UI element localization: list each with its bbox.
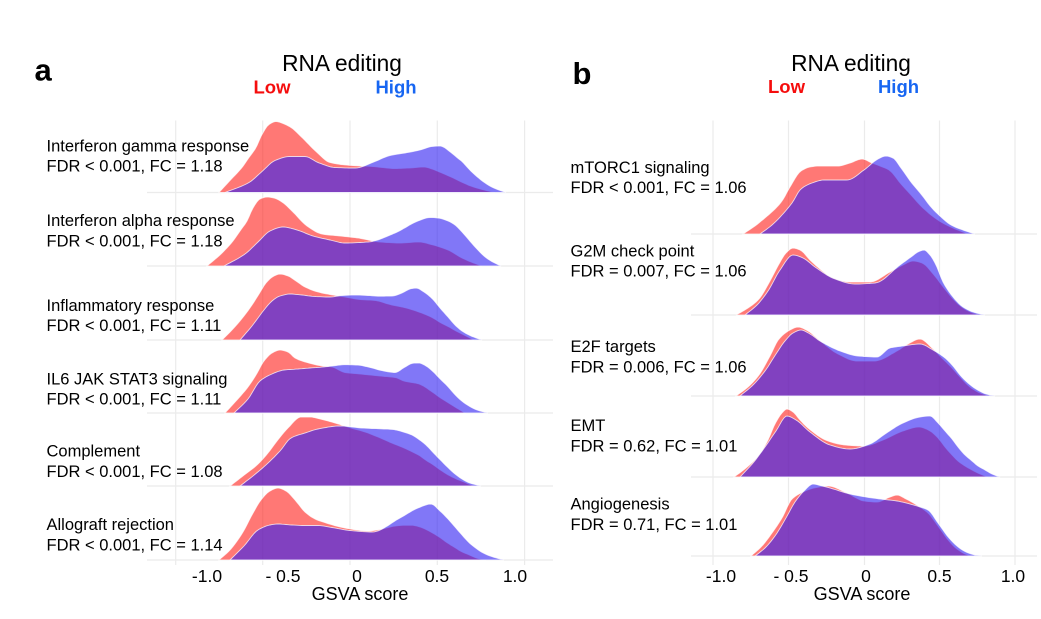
svg-text:FDR < 0.001, FC = 1.18: FDR < 0.001, FC = 1.18: [47, 233, 223, 251]
svg-text:a: a: [35, 53, 53, 88]
svg-text:EMT: EMT: [571, 417, 606, 435]
svg-text:RNA editing: RNA editing: [791, 50, 911, 76]
svg-text:E2F targets: E2F targets: [571, 338, 656, 356]
svg-text:1.0: 1.0: [503, 566, 528, 586]
svg-text:GSVA score: GSVA score: [814, 584, 911, 604]
svg-text:Low: Low: [254, 77, 292, 98]
svg-text:- 0.5: - 0.5: [265, 566, 300, 586]
svg-text:High: High: [375, 77, 416, 98]
svg-text:RNA editing: RNA editing: [282, 50, 402, 76]
svg-text:GSVA score: GSVA score: [312, 584, 409, 604]
svg-text:Interferon gamma response: Interferon gamma response: [47, 137, 250, 155]
svg-text:Complement: Complement: [47, 443, 141, 461]
svg-text:FDR = 0.006, FC = 1.06: FDR = 0.006, FC = 1.06: [571, 358, 747, 376]
svg-text:-1.0: -1.0: [706, 566, 736, 586]
svg-text:FDR < 0.001, FC = 1.08: FDR < 0.001, FC = 1.08: [47, 463, 223, 481]
svg-text:High: High: [878, 76, 919, 97]
svg-text:FDR < 0.001, FC = 1.06: FDR < 0.001, FC = 1.06: [571, 179, 747, 197]
svg-text:FDR < 0.001, FC = 1.11: FDR < 0.001, FC = 1.11: [47, 317, 222, 335]
svg-text:Interferon alpha response: Interferon alpha response: [47, 212, 235, 230]
svg-text:0: 0: [352, 566, 362, 586]
svg-text:Allograft rejection: Allograft rejection: [47, 516, 174, 534]
svg-text:Angiogenesis: Angiogenesis: [571, 496, 670, 514]
svg-text:FDR < 0.001, FC = 1.14: FDR < 0.001, FC = 1.14: [47, 536, 223, 554]
svg-text:FDR = 0.007, FC = 1.06: FDR = 0.007, FC = 1.06: [571, 263, 747, 281]
svg-text:mTORC1 signaling: mTORC1 signaling: [571, 159, 710, 177]
svg-text:1.0: 1.0: [1001, 566, 1026, 586]
svg-text:0.5: 0.5: [927, 566, 951, 586]
svg-text:b: b: [573, 56, 592, 91]
svg-text:FDR < 0.001, FC = 1.18: FDR < 0.001, FC = 1.18: [47, 158, 223, 176]
svg-text:0: 0: [861, 566, 871, 586]
svg-text:0.5: 0.5: [425, 566, 449, 586]
svg-text:Inflammatory response: Inflammatory response: [47, 297, 215, 315]
svg-text:Low: Low: [768, 76, 806, 97]
svg-text:IL6 JAK STAT3 signaling: IL6 JAK STAT3 signaling: [47, 370, 228, 388]
svg-text:FDR = 0.71, FC = 1.01: FDR = 0.71, FC = 1.01: [571, 516, 738, 534]
svg-text:- 0.5: - 0.5: [773, 566, 808, 586]
svg-text:G2M check point: G2M check point: [571, 242, 695, 260]
svg-text:-1.0: -1.0: [192, 566, 222, 586]
svg-text:FDR = 0.62, FC = 1.01: FDR = 0.62, FC = 1.01: [571, 437, 738, 455]
svg-text:FDR < 0.001, FC = 1.11: FDR < 0.001, FC = 1.11: [47, 391, 222, 409]
